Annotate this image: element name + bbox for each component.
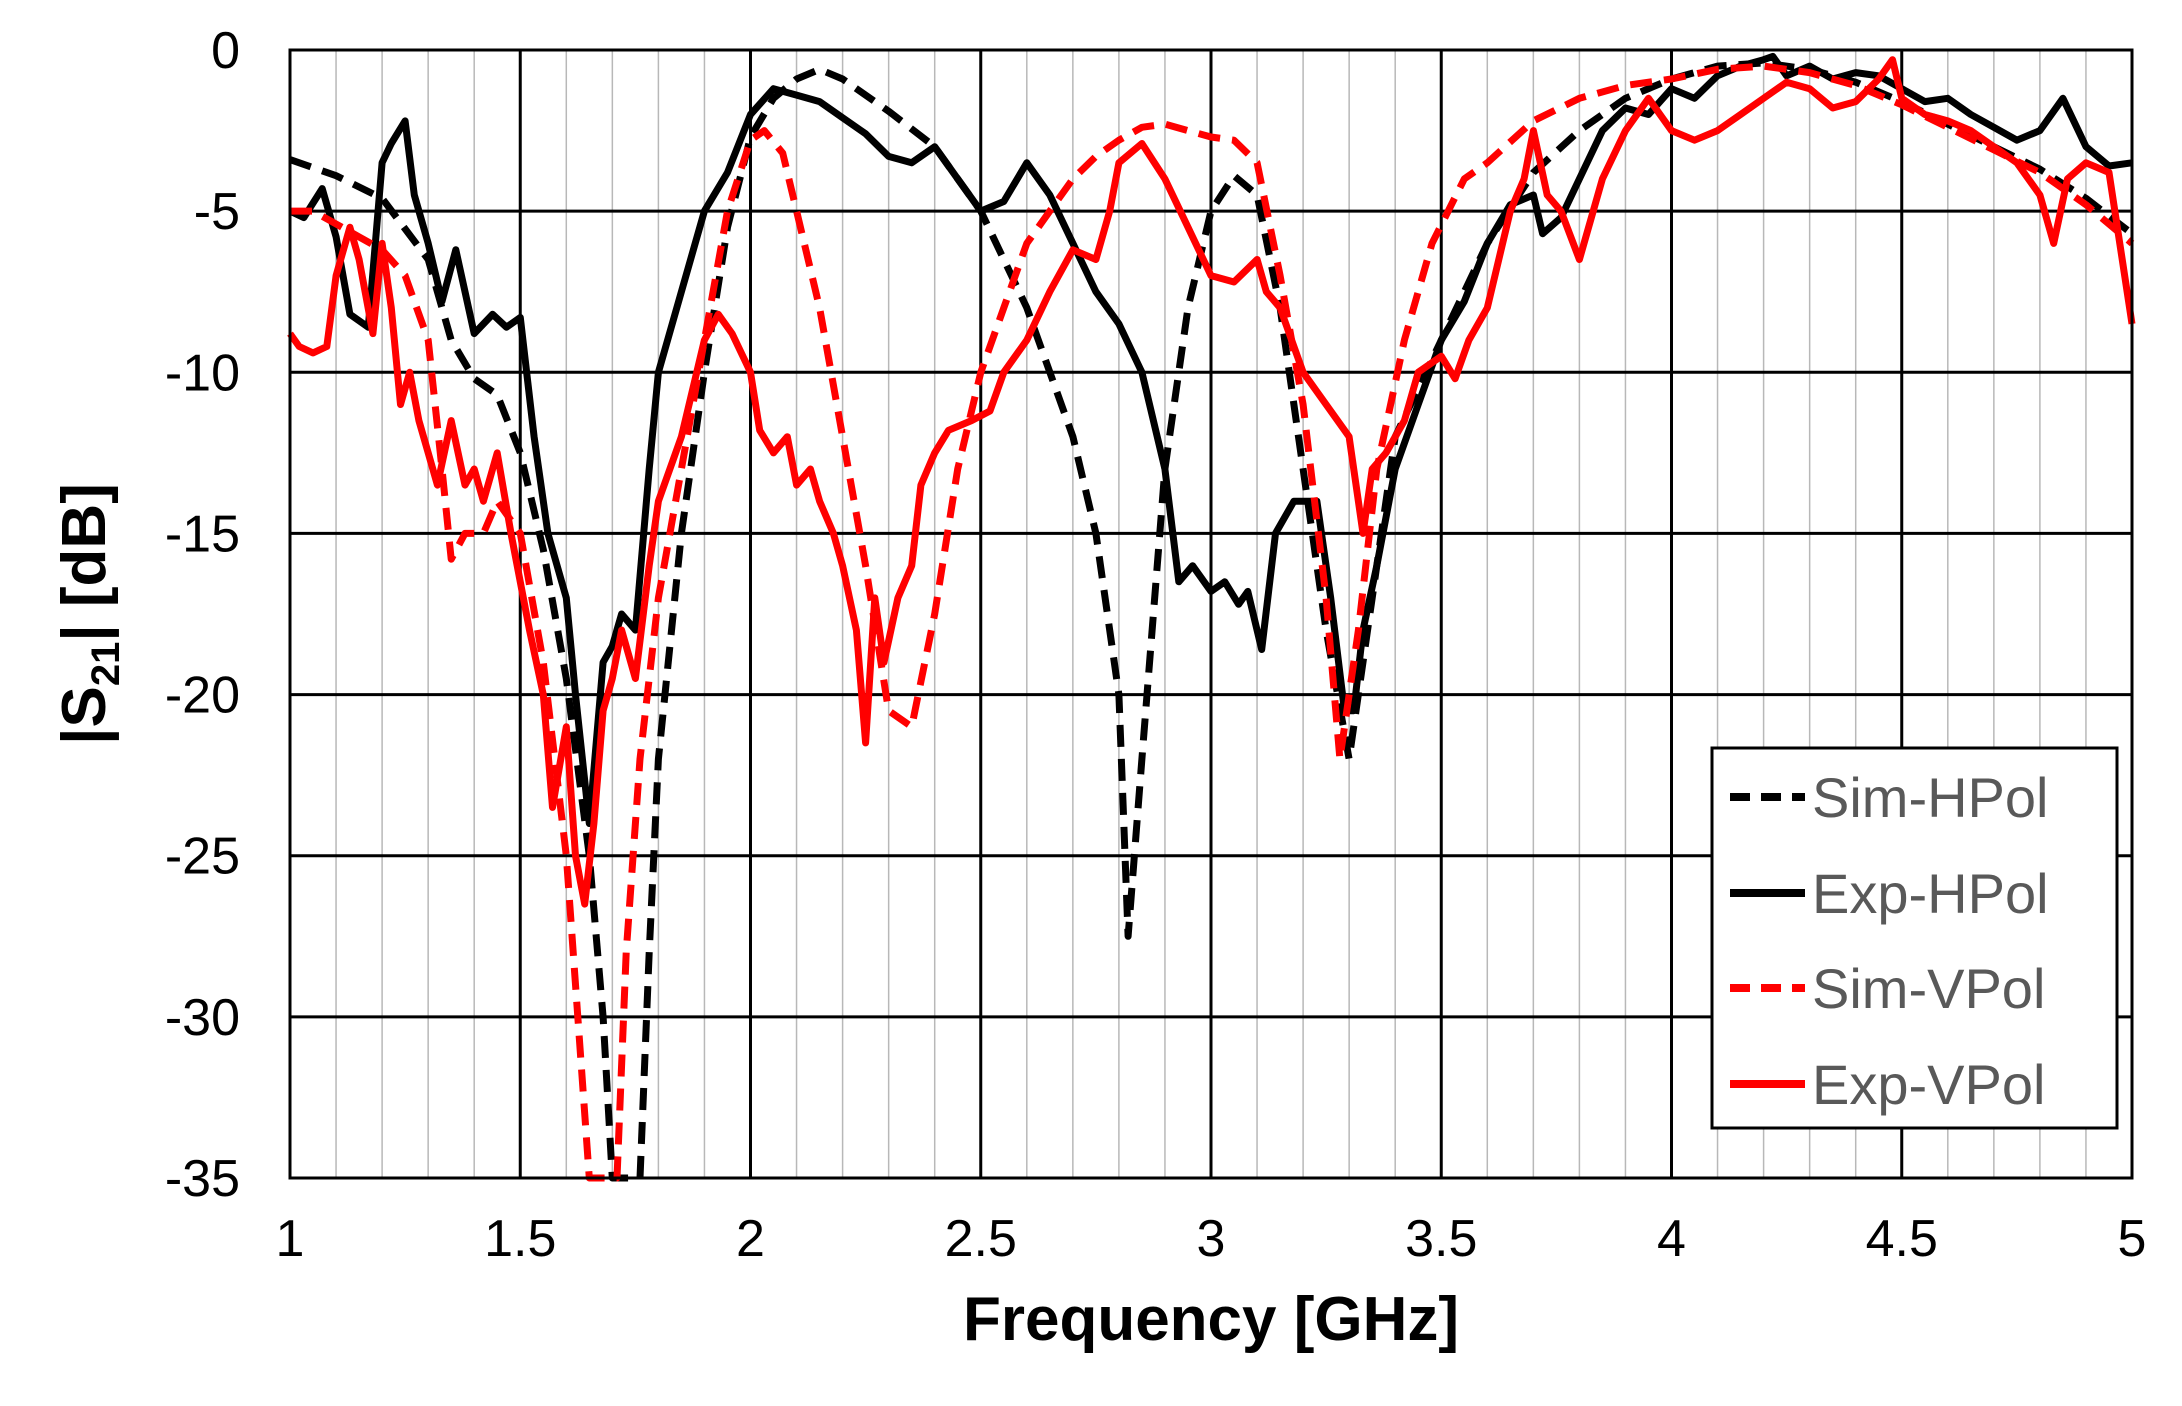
y-tick-label: -15 [165, 505, 240, 563]
x-tick-label: 3.5 [1405, 1210, 1477, 1268]
legend-box [1710, 746, 2119, 1130]
plot-frame [288, 48, 2134, 1180]
legend-label-exp-vpol: Exp-VPol [1812, 1053, 2045, 1116]
legend-label-exp-hpol: Exp-HPol [1812, 862, 2049, 925]
y-tick-label: 0 [211, 22, 240, 80]
y-tick-label: -35 [165, 1150, 240, 1208]
series-line-exp-hpol [288, 52, 2133, 827]
y-axis-title-main: |S [50, 686, 120, 745]
series-line-exp-vpol [287, 56, 2136, 908]
x-tick-label: 2.5 [945, 1210, 1017, 1268]
x-axis-title: Frequency [GHz] [963, 1285, 1459, 1354]
y-tick-labels: 0 -5 -10 -15 -20 -25 -30 -35 [165, 22, 240, 1208]
x-tick-label: 4 [1657, 1210, 1686, 1268]
series-lines [287, 52, 2136, 1182]
y-axis-title: |S21| [dB] [50, 483, 128, 745]
x-tick-labels: 1 1.5 2 2.5 3 3.5 4 4.5 5 [276, 1210, 2147, 1268]
x-tick-label: 5 [2118, 1210, 2147, 1268]
x-tick-label: 3 [1197, 1210, 1226, 1268]
legend: Sim-HPol Exp-HPol Sim-VPol Exp-VPol [1710, 746, 2119, 1130]
y-tick-label: -10 [165, 344, 240, 402]
legend-label-sim-vpol: Sim-VPol [1812, 957, 2045, 1020]
y-tick-label: -25 [165, 828, 240, 886]
x-tick-label: 4.5 [1866, 1210, 1938, 1268]
y-tick-label: -30 [165, 989, 240, 1047]
y-axis-title-subscript: 21 [84, 642, 128, 687]
legend-label-sim-hpol: Sim-HPol [1812, 766, 2048, 829]
x-tick-label: 1.5 [484, 1210, 556, 1268]
y-tick-label: -5 [194, 183, 240, 241]
series-line-sim-vpol [290, 62, 2135, 1182]
y-axis-title-rest: | [dB] [50, 483, 120, 642]
y-tick-label: -20 [165, 667, 240, 725]
x-tick-label: 2 [736, 1210, 765, 1268]
x-tick-label: 1 [276, 1210, 305, 1268]
